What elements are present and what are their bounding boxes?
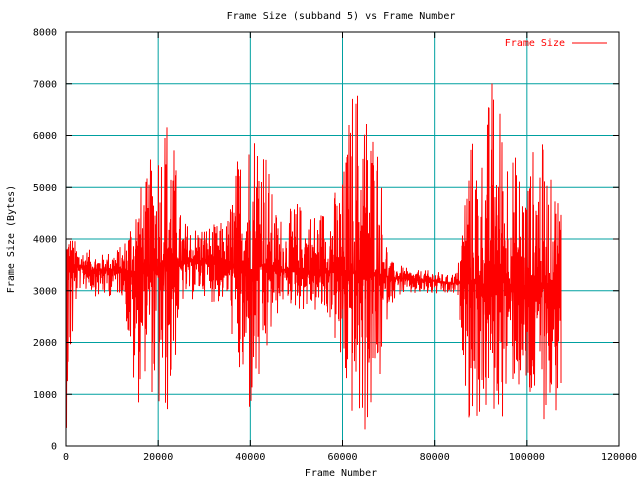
y-tick-label: 3000 (33, 286, 57, 297)
y-tick-label: 6000 (33, 131, 57, 142)
x-tick-label: 120000 (601, 452, 637, 463)
y-tick-labels: 0 1000 2000 3000 4000 5000 6000 7000 8000 (33, 28, 57, 453)
x-tick-label: 20000 (143, 452, 173, 463)
x-tick-label: 60000 (327, 452, 357, 463)
chart-title: Frame Size (subband 5) vs Frame Number (227, 11, 456, 22)
series-line-frame-size (65, 83, 562, 430)
y-tick-label: 1000 (33, 390, 57, 401)
x-axis-label: Frame Number (305, 468, 377, 479)
y-tick-label: 8000 (33, 28, 57, 39)
series-line-path (65, 83, 562, 430)
x-tick-label: 40000 (235, 452, 265, 463)
y-tick-label: 0 (51, 442, 57, 453)
y-tick-label: 5000 (33, 183, 57, 194)
y-axis-label: Frame Size (Bytes) (6, 185, 17, 293)
x-tick-label: 0 (63, 452, 69, 463)
x-tick-label: 100000 (509, 452, 545, 463)
y-tick-label: 7000 (33, 79, 57, 90)
y-tick-label: 4000 (33, 235, 57, 246)
x-tick-labels: 0 20000 40000 60000 80000 100000 120000 (63, 452, 637, 463)
y-tick-label: 2000 (33, 338, 57, 349)
legend-label: Frame Size (505, 38, 565, 49)
legend: Frame Size (505, 38, 607, 49)
x-tick-label: 80000 (420, 452, 450, 463)
axis-ticks (65, 31, 620, 447)
